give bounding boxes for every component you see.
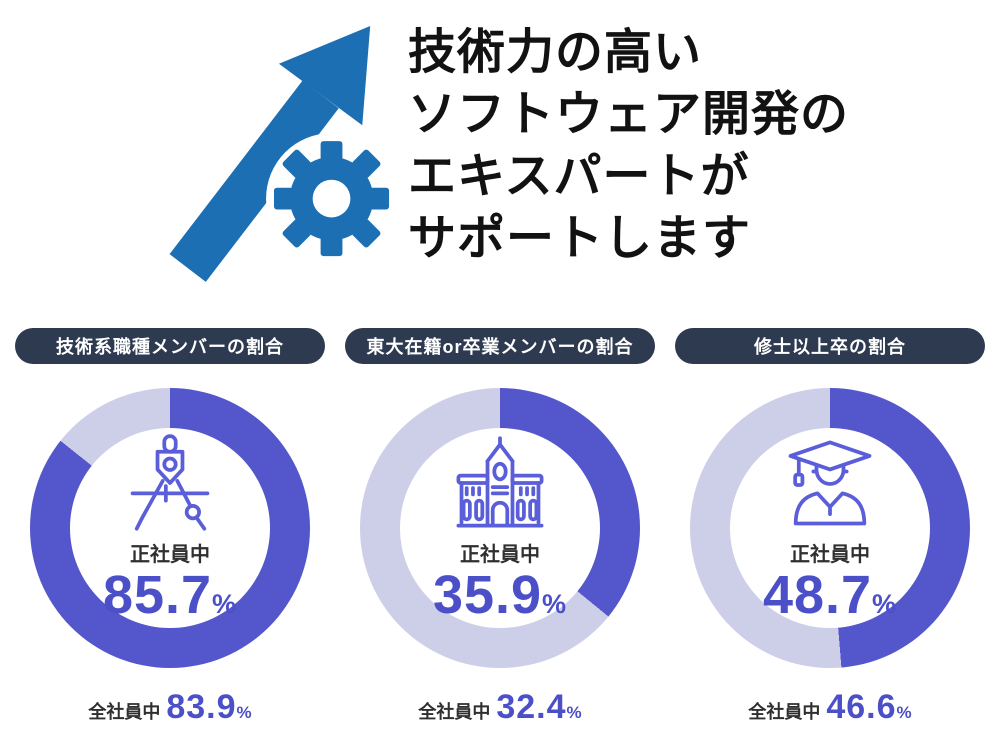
- title-line-3: エキスパートが: [408, 150, 750, 203]
- donut-chart-utokyo: 正社員中 35.9%: [360, 388, 640, 668]
- donut-chart-masters: 正社員中 48.7%: [690, 388, 970, 668]
- center-value: 48.7%: [763, 567, 897, 624]
- footer-percent-sign: %: [566, 703, 582, 722]
- footer-value: 46.6: [826, 688, 897, 726]
- percent-sign: %: [872, 589, 898, 620]
- center-value: 35.9%: [433, 567, 567, 624]
- graduate-person-icon: [788, 440, 872, 526]
- page-title: 技術力の高い ソフトウェア開発の エキスパートが サポートします: [408, 22, 849, 270]
- donut-section-technical: 技術系職種メンバーの割合 正社員中 85.7% 全社員中: [5, 328, 335, 727]
- footer-value: 32.4: [496, 688, 567, 726]
- footer-label: 全社員中: [88, 702, 161, 722]
- percent-sign: %: [212, 589, 238, 620]
- donut-section-utokyo: 東大在籍or卒業メンバーの割合: [335, 328, 665, 727]
- donut-center: 正社員中 85.7%: [70, 428, 270, 628]
- donut-chart-technical: 正社員中 85.7%: [30, 388, 310, 668]
- donut-center: 正社員中 35.9%: [400, 428, 600, 628]
- footer-stat: 全社員中 46.6%: [665, 688, 995, 727]
- title-line-1: 技術力の高い: [408, 26, 703, 79]
- chart-title-badge: 技術系職種メンバーの割合: [15, 328, 325, 364]
- growth-arrow-gear-icon: [169, 25, 396, 282]
- footer-stat: 全社員中 83.9%: [5, 688, 335, 727]
- percent-number: 85.7: [102, 565, 213, 626]
- footer-percent-sign: %: [236, 703, 252, 722]
- center-label: 正社員中: [130, 544, 210, 567]
- chart-title-badge: 修士以上卒の割合: [675, 328, 985, 364]
- title-line-2: ソフトウェア開発の: [408, 88, 850, 141]
- footer-label: 全社員中: [748, 702, 821, 722]
- drafting-compass-icon: [130, 434, 210, 531]
- percent-number: 35.9: [432, 565, 543, 626]
- footer-percent-sign: %: [896, 703, 912, 722]
- university-building-icon: [456, 436, 544, 528]
- footer-stat: 全社員中 32.4%: [335, 688, 665, 727]
- chart-title-badge: 東大在籍or卒業メンバーの割合: [345, 328, 655, 364]
- donut-center: 正社員中 48.7%: [730, 428, 930, 628]
- title-line-4: サポートします: [408, 212, 752, 265]
- donut-section-masters: 修士以上卒の割合 正社員中 48.7% 全社員中 46.6%: [665, 328, 995, 727]
- percent-sign: %: [542, 589, 568, 620]
- center-label: 正社員中: [790, 544, 870, 567]
- percent-number: 48.7: [762, 565, 873, 626]
- footer-value: 83.9: [166, 688, 237, 726]
- center-label: 正社員中: [460, 544, 540, 567]
- footer-label: 全社員中: [418, 702, 491, 722]
- center-value: 85.7%: [103, 567, 237, 624]
